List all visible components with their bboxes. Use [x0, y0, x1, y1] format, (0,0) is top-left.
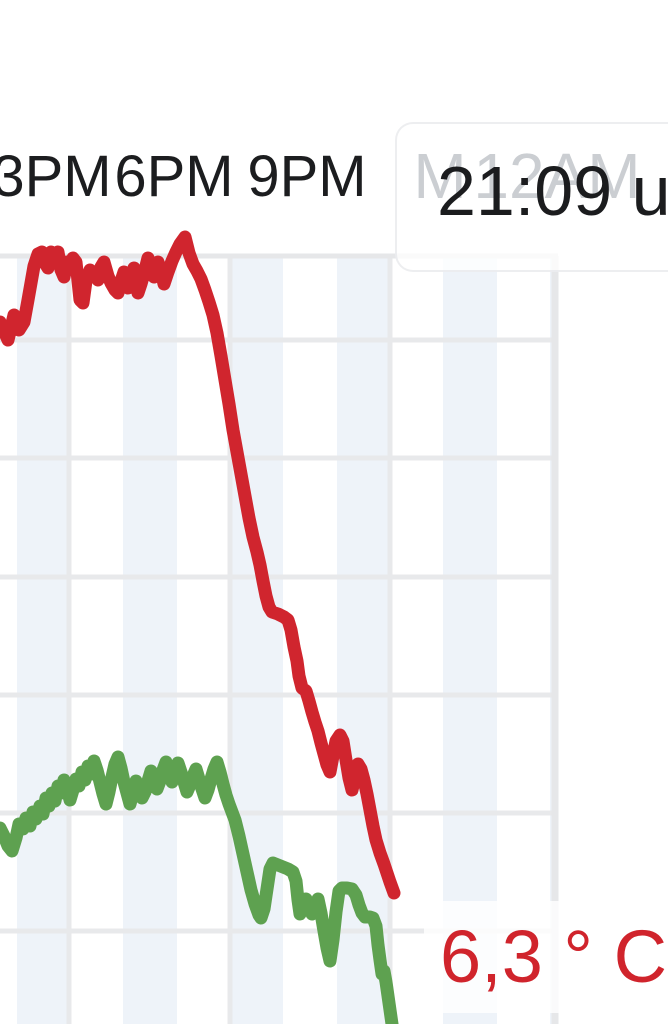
- current-temperature-label: 6,3 ° C: [440, 915, 668, 998]
- temperature-red-line: [0, 230, 401, 900]
- hour-band: [337, 256, 390, 1024]
- time-tooltip: [395, 122, 668, 272]
- axis-label-9pm: 9PM: [247, 144, 367, 209]
- hour-band: [443, 256, 497, 1024]
- tooltip-time-text: 21:09 u: [437, 152, 668, 230]
- hour-band: [123, 256, 177, 1024]
- temperature-readout-panel: [424, 901, 668, 1013]
- axis-label-6pm: 6PM: [114, 144, 234, 209]
- temperature-green-line: [0, 750, 399, 1024]
- axis-ghost-label: M: [413, 140, 467, 212]
- axis-ghost-label-12am: 12AM: [473, 140, 641, 212]
- hour-band: [17, 256, 70, 1024]
- axis-label-3pm: 3PM: [0, 144, 112, 209]
